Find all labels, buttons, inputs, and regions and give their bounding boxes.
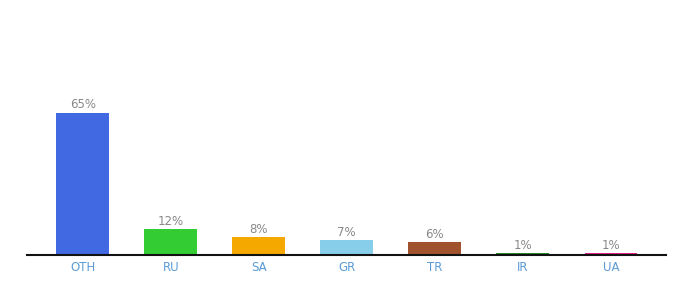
- Bar: [320, 240, 373, 255]
- Text: 8%: 8%: [250, 224, 268, 236]
- Bar: [585, 253, 637, 255]
- Text: 1%: 1%: [513, 239, 532, 252]
- Text: 7%: 7%: [337, 226, 356, 238]
- Text: 6%: 6%: [426, 228, 444, 241]
- Text: 65%: 65%: [69, 98, 96, 111]
- Bar: [496, 253, 549, 255]
- Text: 1%: 1%: [602, 239, 620, 252]
- Text: 12%: 12%: [158, 214, 184, 228]
- Bar: [409, 242, 461, 255]
- Bar: [144, 229, 197, 255]
- Bar: [56, 112, 109, 255]
- Bar: [233, 238, 285, 255]
